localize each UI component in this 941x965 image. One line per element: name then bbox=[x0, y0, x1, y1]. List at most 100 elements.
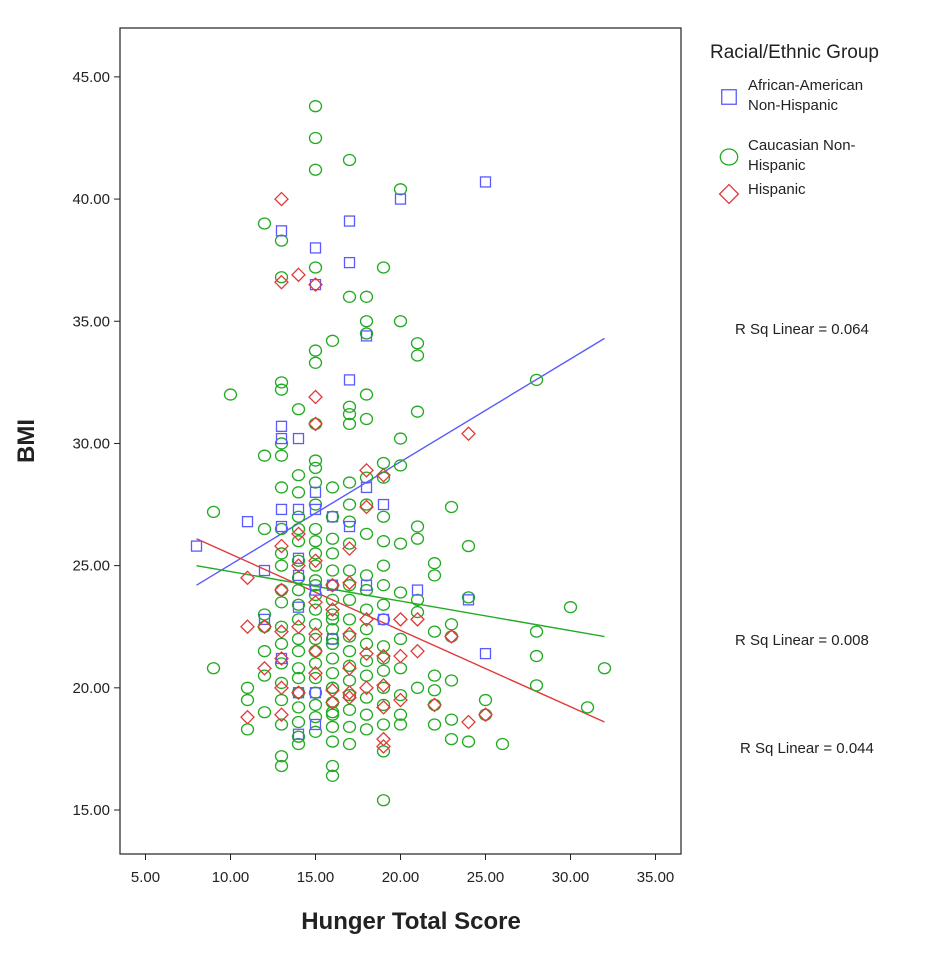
data-point-circle bbox=[393, 632, 408, 646]
data-point-circle bbox=[393, 459, 408, 472]
data-point-circle bbox=[325, 769, 340, 782]
x-tick-label: 10.00 bbox=[212, 869, 250, 886]
data-point-circle bbox=[308, 498, 323, 511]
data-point-circle bbox=[444, 618, 459, 631]
fit-line bbox=[196, 337, 605, 586]
data-point-circle bbox=[308, 461, 323, 475]
data-point-circle bbox=[308, 579, 323, 592]
data-point-circle bbox=[291, 486, 306, 499]
y-tick-label: 20.00 bbox=[72, 680, 110, 697]
data-point-circle bbox=[274, 522, 289, 536]
data-point-circle bbox=[257, 620, 272, 633]
data-point-circle bbox=[291, 613, 306, 626]
data-point-circle bbox=[308, 574, 323, 587]
data-point-circle bbox=[393, 315, 408, 328]
data-point-diamond bbox=[359, 680, 374, 696]
data-point-circle bbox=[308, 163, 323, 176]
data-point-square bbox=[258, 613, 271, 626]
data-point-circle bbox=[257, 217, 272, 230]
data-point-circle bbox=[291, 686, 306, 699]
data-point-circle bbox=[359, 412, 374, 426]
data-point-diamond bbox=[274, 538, 289, 554]
data-point-diamond bbox=[308, 416, 323, 432]
data-point-circle bbox=[291, 571, 306, 585]
data-point-square bbox=[343, 520, 356, 533]
data-point-square bbox=[360, 579, 373, 591]
data-point-circle bbox=[461, 591, 476, 604]
data-point-circle bbox=[206, 505, 221, 519]
y-tick-label: 45.00 bbox=[72, 69, 110, 86]
data-point-circle bbox=[206, 662, 221, 675]
data-point-circle bbox=[308, 710, 323, 724]
data-point-square bbox=[275, 420, 288, 432]
data-point-square bbox=[292, 503, 305, 516]
data-point-circle bbox=[342, 515, 357, 528]
x-axis: 5.00 10.00 15.00 20.00 25.00 30.00 35.00 bbox=[131, 854, 674, 886]
data-point-circle bbox=[461, 735, 476, 748]
data-point-square bbox=[275, 225, 288, 237]
data-point-diamond bbox=[342, 626, 357, 642]
data-point-circle bbox=[325, 532, 340, 545]
data-points bbox=[190, 100, 612, 807]
legend-label: African-American bbox=[748, 77, 863, 94]
data-point-circle bbox=[359, 471, 374, 484]
data-point-circle bbox=[291, 701, 306, 714]
data-point-square bbox=[275, 503, 288, 516]
data-point-square bbox=[360, 330, 373, 342]
data-point-circle bbox=[274, 693, 289, 707]
data-point-circle bbox=[274, 596, 289, 609]
data-point-circle bbox=[342, 674, 357, 687]
y-tick-label: 40.00 bbox=[72, 191, 110, 208]
data-point-circle bbox=[308, 131, 323, 145]
data-point-circle bbox=[240, 693, 255, 707]
data-point-diamond bbox=[478, 707, 493, 723]
data-point-circle bbox=[359, 498, 374, 511]
data-point-circle bbox=[359, 623, 374, 636]
data-point-circle bbox=[376, 598, 391, 611]
data-point-circle bbox=[359, 637, 374, 650]
data-point-diamond bbox=[410, 643, 425, 659]
data-point-square bbox=[360, 481, 373, 494]
legend-icon-circle bbox=[719, 148, 739, 166]
data-point-circle bbox=[342, 498, 357, 511]
data-point-circle bbox=[274, 271, 289, 284]
data-point-circle bbox=[291, 522, 306, 536]
y-tick-label: 35.00 bbox=[72, 313, 110, 330]
fit-lines bbox=[196, 337, 605, 723]
legend-label: Caucasian Non- bbox=[748, 137, 856, 154]
data-point-circle bbox=[376, 652, 391, 665]
data-point-circle bbox=[342, 476, 357, 489]
data-point-circle bbox=[342, 417, 357, 431]
data-point-circle bbox=[325, 720, 340, 734]
data-point-circle bbox=[393, 586, 408, 599]
data-point-circle bbox=[342, 703, 357, 716]
data-point-diamond bbox=[240, 709, 255, 725]
data-point-circle bbox=[376, 745, 391, 758]
data-point-circle bbox=[291, 632, 306, 646]
data-point-circle bbox=[257, 669, 272, 682]
data-point-circle bbox=[427, 569, 442, 582]
data-point-circle bbox=[308, 100, 323, 113]
data-point-circle bbox=[274, 383, 289, 396]
data-point-diamond bbox=[342, 660, 357, 676]
data-point-diamond bbox=[359, 646, 374, 662]
data-point-circle bbox=[342, 659, 357, 672]
data-point-diamond bbox=[359, 499, 374, 515]
data-point-circle bbox=[342, 689, 357, 702]
data-point-diamond bbox=[308, 389, 323, 405]
data-point-circle bbox=[325, 623, 340, 636]
data-point-circle bbox=[359, 527, 374, 541]
data-point-circle bbox=[359, 315, 374, 328]
legend-label: Hispanic bbox=[748, 181, 806, 198]
data-point-square bbox=[275, 432, 288, 445]
data-point-circle bbox=[291, 730, 306, 743]
data-point-circle bbox=[342, 400, 357, 413]
data-point-circle bbox=[308, 417, 323, 431]
data-point-square bbox=[292, 728, 305, 740]
data-point-square bbox=[462, 594, 475, 606]
data-point-square bbox=[292, 432, 305, 445]
data-point-diamond bbox=[291, 526, 306, 542]
data-point-circle bbox=[359, 327, 374, 340]
data-point-circle bbox=[410, 605, 425, 619]
data-point-square bbox=[343, 256, 356, 269]
